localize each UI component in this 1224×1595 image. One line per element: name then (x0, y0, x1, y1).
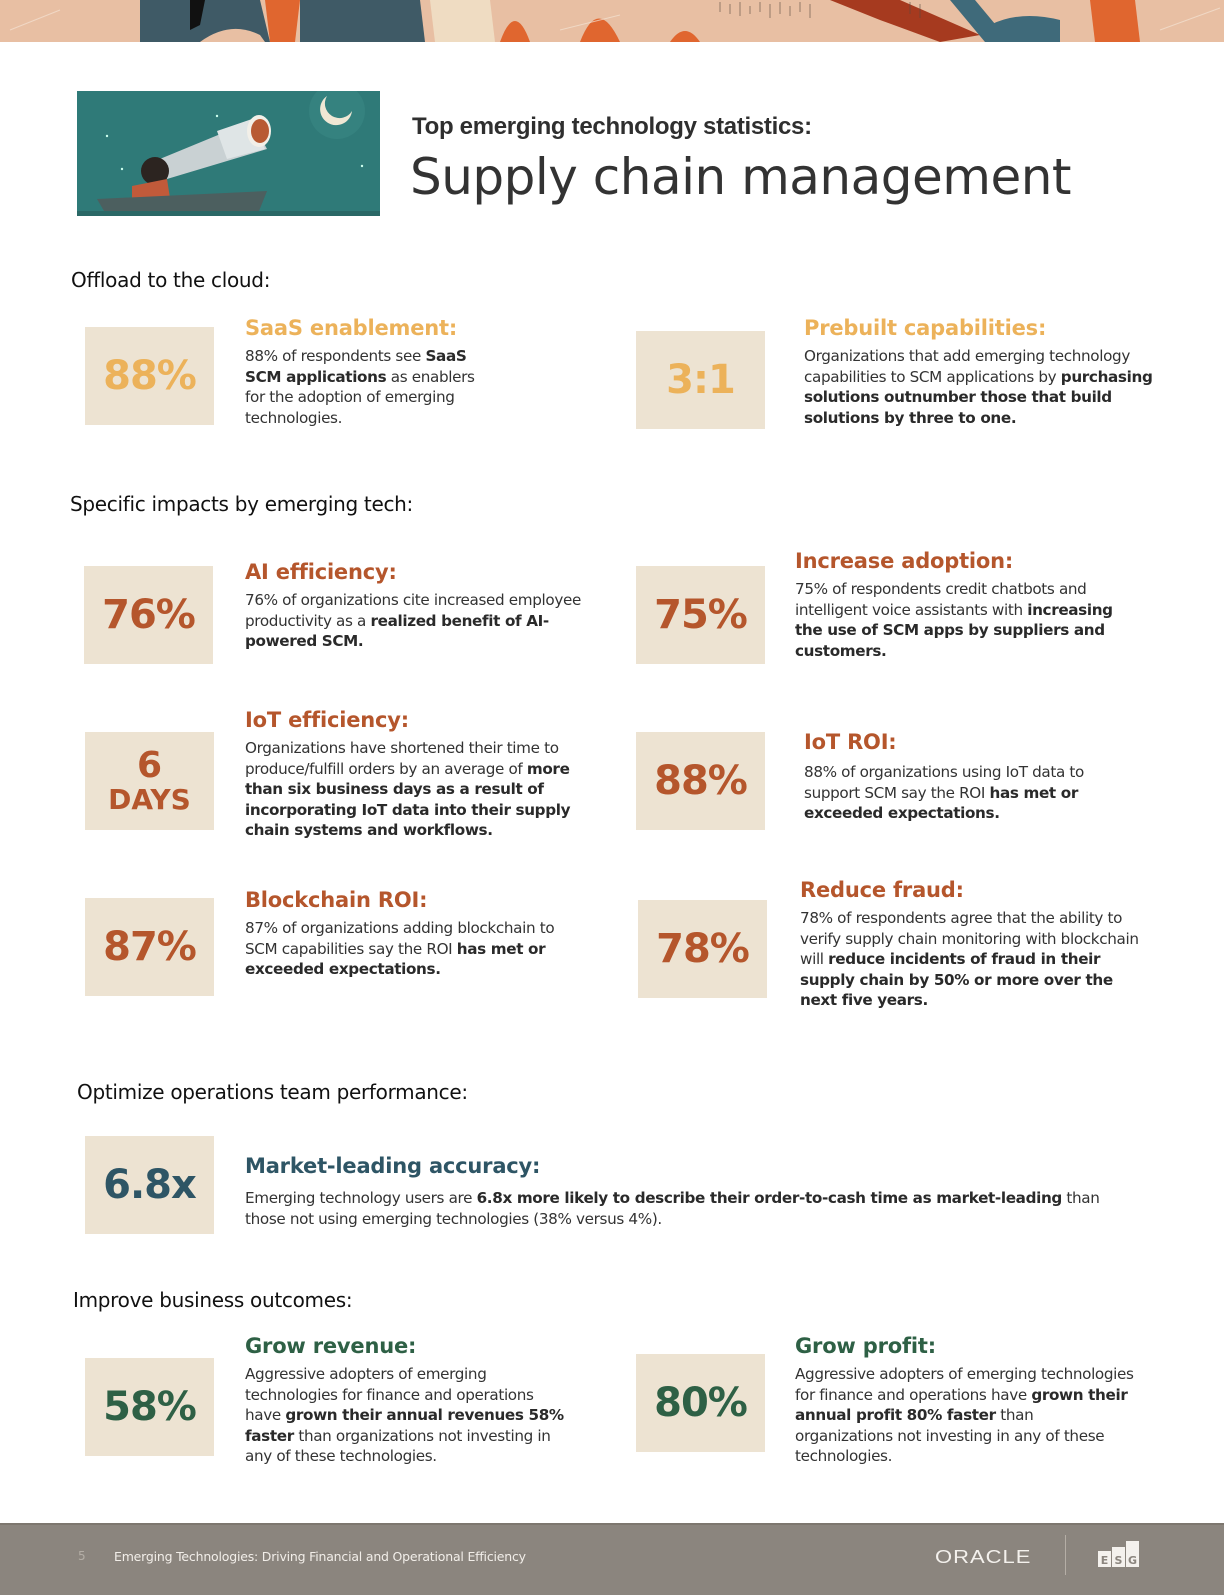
hero-telescope-illustration (77, 91, 380, 216)
section-heading-specific-impacts: Specific impacts by emerging tech: (70, 492, 413, 516)
stat-value-box: 80% (636, 1354, 765, 1452)
stat-value-box: 6 DAYS (85, 732, 214, 830)
page-footer: 5 Emerging Technologies: Driving Financi… (0, 1523, 1224, 1595)
stat-value: 75% (654, 592, 748, 638)
stat-value-box: 88% (636, 732, 765, 830)
stat-description: Aggressive adopters of emerging technolo… (245, 1365, 564, 1465)
footer-divider (1065, 1535, 1066, 1575)
stat-value: 76% (102, 592, 196, 638)
stat-description: 88% of organizations using IoT data to s… (804, 763, 1084, 822)
stat-title: SaaS enablement: (245, 316, 458, 340)
stat-title: AI efficiency: (245, 560, 397, 584)
stat-value: 88% (103, 353, 197, 399)
stat-description: Emerging technology users are 6.8x more … (245, 1189, 1100, 1228)
stat-value-unit: DAYS (108, 783, 191, 817)
stat-description: 76% of organizations cite increased empl… (245, 591, 581, 650)
stat-description: Organizations have shortened their time … (245, 739, 571, 839)
stat-value-box: 3:1 (636, 331, 765, 429)
stat-title: Blockchain ROI: (245, 888, 428, 912)
page-number: 5 (78, 1549, 86, 1563)
stat-title: IoT ROI: (804, 730, 897, 754)
stat-title: Reduce fraud: (800, 878, 964, 902)
stat-value-box: 6.8x (85, 1136, 214, 1234)
stat-description: 75% of respondents credit chatbots and i… (795, 580, 1113, 660)
top-banner-illustration (0, 0, 1224, 42)
stat-value-box: 76% (84, 566, 213, 664)
oracle-logo-icon: ORACLE (935, 1545, 1032, 1568)
section-heading-improve-outcomes: Improve business outcomes: (73, 1288, 353, 1312)
stat-title: Increase adoption: (795, 549, 1014, 573)
abstract-landscape-icon (0, 0, 1224, 42)
stat-description: 78% of respondents agree that the abilit… (800, 909, 1139, 1009)
section-heading-optimize-operations: Optimize operations team performance: (77, 1080, 468, 1104)
stat-description: Organizations that add emerging technolo… (804, 347, 1153, 427)
stat-title: Market-leading accuracy: (245, 1154, 541, 1178)
stat-value-box: 58% (85, 1358, 214, 1456)
stat-value-box: 88% (85, 327, 214, 425)
stat-value: 3:1 (666, 357, 736, 403)
stat-value: 80% (654, 1380, 748, 1426)
stat-description: 88% of respondents see SaaS SCM applicat… (245, 347, 475, 427)
stat-value: 6.8x (103, 1162, 197, 1208)
footer-document-title: Emerging Technologies: Driving Financial… (114, 1549, 526, 1564)
section-heading-offload-cloud: Offload to the cloud: (71, 268, 271, 292)
stat-value: 6 (136, 745, 163, 787)
stat-value: 87% (103, 924, 197, 970)
stat-title: Prebuilt capabilities: (804, 316, 1047, 340)
stat-value-box: 87% (85, 898, 214, 996)
stat-title: IoT efficiency: (245, 708, 409, 732)
stat-description: Aggressive adopters of emerging technolo… (795, 1365, 1134, 1465)
page-title: Supply chain management (410, 148, 1072, 206)
stat-value: 58% (103, 1384, 197, 1430)
telescope-icon (77, 91, 380, 216)
stat-value: 88% (654, 758, 748, 804)
esg-logo-icon: E S G (1098, 1541, 1139, 1567)
stat-description: 87% of organizations adding blockchain t… (245, 919, 555, 978)
stat-value-box: 75% (636, 566, 765, 664)
page-kicker: Top emerging technology statistics: (412, 113, 812, 140)
stat-title: Grow revenue: (245, 1334, 417, 1358)
stat-value: 78% (656, 926, 750, 972)
stat-value-box: 78% (638, 900, 767, 998)
stat-title: Grow profit: (795, 1334, 936, 1358)
